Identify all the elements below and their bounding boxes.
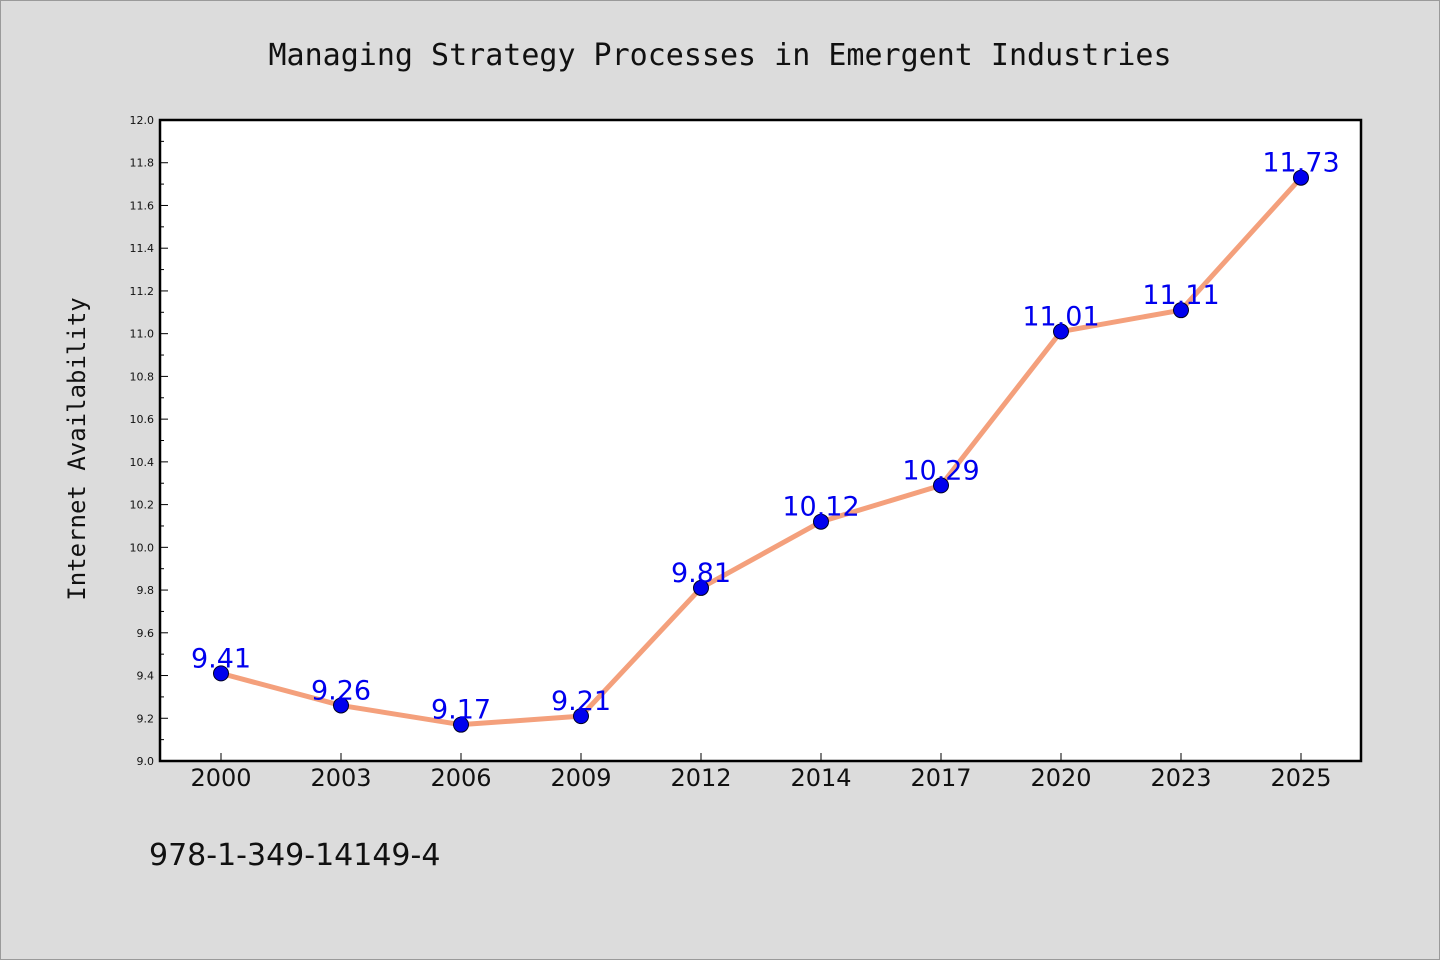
x-tick-label: 2006 <box>430 764 491 792</box>
x-axis: 2000 2003 2006 2009 2012 2014 2017 2020 2023 2025 <box>190 753 1332 792</box>
data-label: 11.73 <box>1262 148 1339 179</box>
y-tick-label: 11.4 <box>130 242 155 255</box>
y-axis-label: Internet Availability <box>63 297 91 600</box>
data-label: 9.41 <box>191 643 251 674</box>
y-tick-label: 11.2 <box>130 285 155 298</box>
data-label: 11.11 <box>1142 280 1219 311</box>
x-tick-label: 2003 <box>310 764 371 792</box>
y-tick-label: 11.8 <box>130 157 155 170</box>
data-point <box>573 708 589 725</box>
y-tick-label: 10.2 <box>130 499 155 512</box>
data-label: 9.21 <box>551 686 611 717</box>
y-tick-label: 9.2 <box>137 712 155 725</box>
x-tick-label: 2009 <box>550 764 611 792</box>
isbn-text: 978-1-349-14149-4 <box>149 838 440 873</box>
data-point <box>1053 323 1069 340</box>
y-tick-label: 10.4 <box>130 456 155 469</box>
y-tick-label: 9.0 <box>137 755 155 768</box>
series-layer <box>218 175 1304 728</box>
data-label: 9.17 <box>431 695 491 726</box>
data-point <box>1293 169 1309 186</box>
x-tick-label: 2017 <box>910 764 971 792</box>
y-axis: 9.0 9.2 9.4 9.6 9.8 10.0 10.2 10.4 10.6 10.8 11.0 1… <box>130 114 168 768</box>
y-tick-label: 9.4 <box>137 670 155 683</box>
data-point <box>213 665 229 682</box>
series-line <box>218 175 1304 728</box>
y-tick-label: 10.8 <box>130 370 155 383</box>
y-tick-label: 12.0 <box>130 114 155 127</box>
data-label: 10.12 <box>782 492 859 523</box>
x-tick-label: 2000 <box>190 764 251 792</box>
data-label: 9.81 <box>671 558 731 589</box>
marker-layer <box>213 169 1309 733</box>
data-point <box>693 579 709 596</box>
y-tick-label: 10.0 <box>130 541 155 554</box>
y-tick-label: 10.6 <box>130 413 155 426</box>
y-tick-label: 11.0 <box>130 328 155 341</box>
data-point <box>1173 302 1189 319</box>
data-label: 10.29 <box>902 455 979 486</box>
data-point <box>453 716 469 733</box>
y-tick-label: 11.6 <box>130 199 155 212</box>
chart-title: Managing Strategy Processes in Emergent … <box>268 38 1171 73</box>
data-point <box>813 513 829 530</box>
data-label: 11.01 <box>1022 302 1099 333</box>
x-tick-label: 2012 <box>670 764 731 792</box>
data-point <box>933 477 949 494</box>
plot-area <box>158 118 1363 763</box>
x-tick-label: 2014 <box>790 764 851 792</box>
y-tick-label: 9.8 <box>137 584 155 597</box>
data-label: 9.26 <box>311 675 371 706</box>
x-tick-label: 2025 <box>1270 764 1331 792</box>
data-point <box>333 697 349 714</box>
x-tick-label: 2020 <box>1030 764 1091 792</box>
data-label-layer: 9.41 9.26 9.17 9.21 9.81 10.12 10.29 11.01 11.11… <box>191 148 1340 726</box>
x-tick-label: 2023 <box>1150 764 1211 792</box>
y-tick-label: 9.6 <box>137 627 155 640</box>
